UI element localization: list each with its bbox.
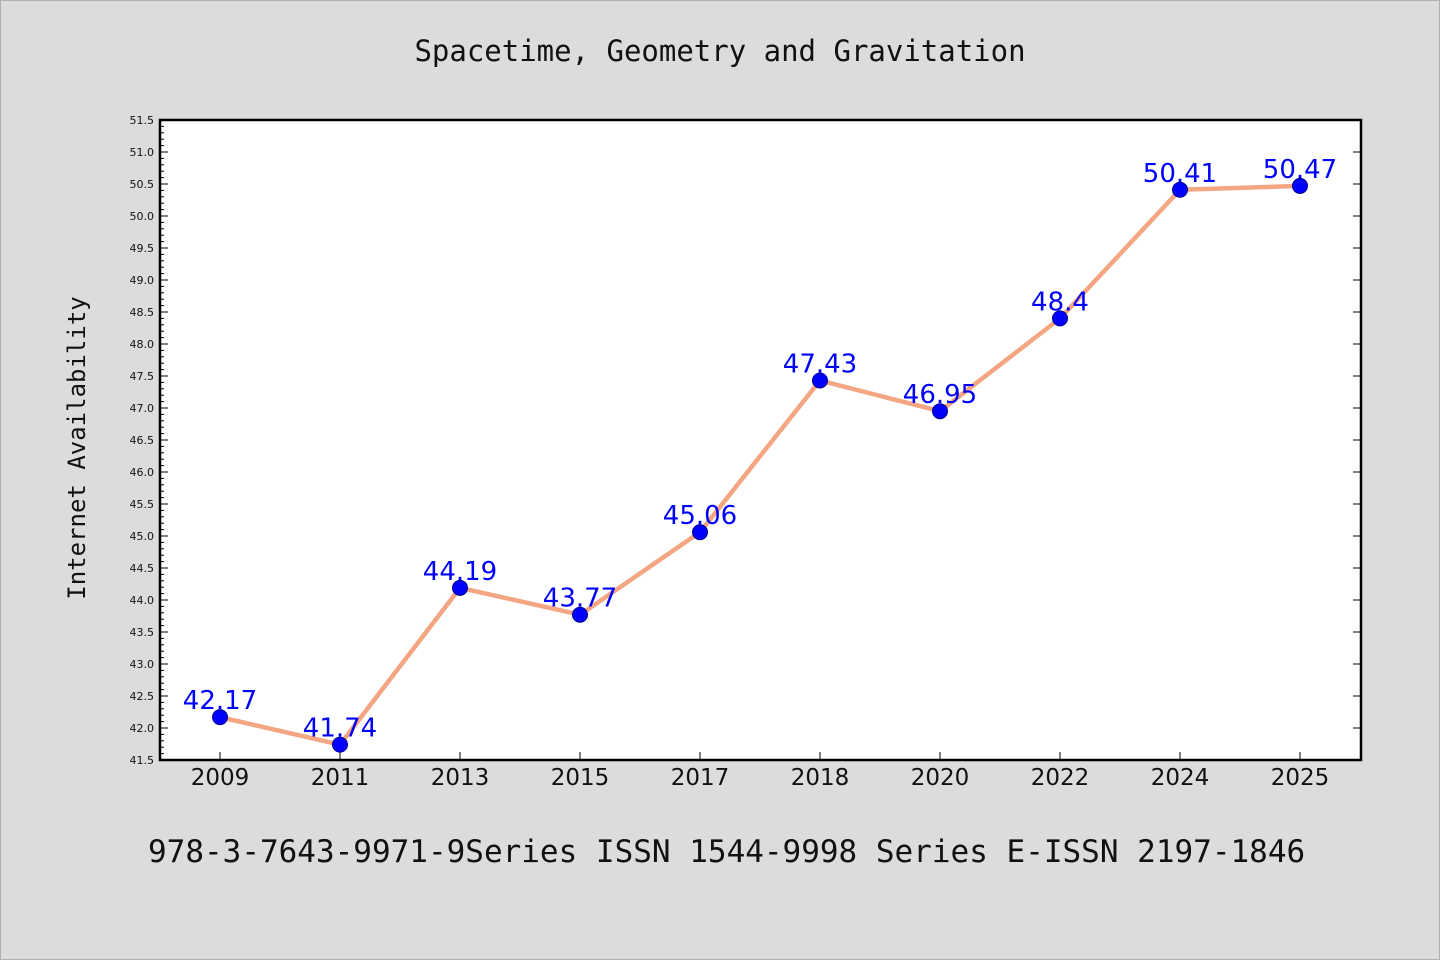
plot-area bbox=[160, 120, 1361, 760]
data-point bbox=[932, 403, 948, 420]
y-tick-label: 47.0 bbox=[130, 402, 155, 415]
footer-text: 978-3-7643-9971-9Series ISSN 1544-9998 S… bbox=[148, 834, 1306, 870]
y-tick-label: 45.0 bbox=[130, 530, 155, 543]
data-label: 43.77 bbox=[543, 584, 617, 614]
y-tick-label: 50.5 bbox=[130, 178, 155, 191]
y-tick-label: 45.5 bbox=[130, 498, 155, 511]
y-tick-label: 47.5 bbox=[130, 370, 155, 383]
x-tick-label: 2013 bbox=[431, 765, 490, 791]
data-label: 41.74 bbox=[303, 714, 377, 744]
y-tick-label: 43.0 bbox=[130, 658, 155, 671]
y-tick-label: 44.5 bbox=[130, 562, 155, 575]
data-point bbox=[1052, 310, 1068, 327]
data-label: 48.4 bbox=[1031, 287, 1089, 317]
series-line bbox=[219, 183, 1301, 747]
y-tick-label: 42.0 bbox=[130, 722, 155, 735]
data-label: 47.43 bbox=[783, 349, 857, 379]
y-tick-label: 48.0 bbox=[130, 338, 155, 351]
x-tick-label: 2011 bbox=[311, 765, 370, 791]
data-point bbox=[1172, 181, 1188, 198]
data-point bbox=[812, 372, 828, 389]
x-tick-label: 2025 bbox=[1271, 765, 1330, 791]
y-tick-label: 51.5 bbox=[130, 114, 155, 127]
x-tick-label: 2022 bbox=[1031, 765, 1090, 791]
data-label: 50.41 bbox=[1143, 159, 1217, 189]
data-point bbox=[212, 709, 228, 726]
y-tick-label: 41.5 bbox=[130, 754, 155, 767]
data-point bbox=[452, 579, 468, 596]
data-label: 45.06 bbox=[663, 501, 737, 531]
x-tick-label: 2020 bbox=[911, 765, 970, 791]
x-axis-ticks: 2009 2011 2013 2015 2017 2018 2020 2022 2024 2025 bbox=[191, 752, 1330, 791]
data-point bbox=[1292, 177, 1308, 194]
y-tick-label: 46.0 bbox=[130, 466, 155, 479]
x-tick-label: 2009 bbox=[191, 765, 250, 791]
chart-title: Spacetime, Geometry and Gravitation bbox=[414, 34, 1026, 68]
y-tick-label: 49.0 bbox=[130, 274, 155, 287]
data-point bbox=[572, 606, 588, 623]
data-point bbox=[332, 736, 348, 753]
data-label: 50.47 bbox=[1263, 155, 1337, 185]
data-label: 42.17 bbox=[183, 686, 257, 716]
data-label: 46.95 bbox=[903, 380, 977, 410]
x-tick-label: 2024 bbox=[1151, 765, 1210, 791]
y-tick-label: 46.5 bbox=[130, 434, 155, 447]
y-tick-label: 51.0 bbox=[130, 146, 155, 159]
y-tick-label: 42.5 bbox=[130, 690, 155, 703]
y-tick-label: 49.5 bbox=[130, 242, 155, 255]
data-labels: 42.17 41.74 44.19 43.77 45.06 47.43 46.95 48.4 5… bbox=[183, 155, 1337, 744]
y-axis-label: Internet Availability bbox=[63, 296, 91, 599]
data-label: 44.19 bbox=[423, 557, 497, 587]
y-tick-label: 43.5 bbox=[130, 626, 155, 639]
x-tick-label: 2017 bbox=[671, 765, 730, 791]
y-tick-label: 50.0 bbox=[130, 210, 155, 223]
x-tick-label: 2018 bbox=[791, 765, 850, 791]
y-axis-ticks: 41.5 42.0 42.5 43.0 43.5 44.0 44.5 45.0 45.5 46.0… bbox=[130, 114, 1361, 767]
y-tick-label: 48.5 bbox=[130, 306, 155, 319]
x-tick-label: 2015 bbox=[551, 765, 610, 791]
y-tick-label: 44.0 bbox=[130, 594, 155, 607]
data-markers bbox=[212, 177, 1308, 753]
plot-frame bbox=[158, 118, 1363, 762]
data-point bbox=[692, 524, 708, 541]
